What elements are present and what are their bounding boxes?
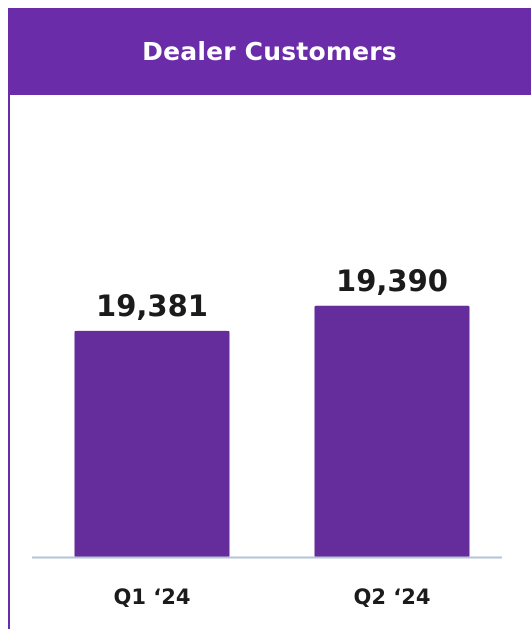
category-label-1: Q1 ‘24 (114, 585, 191, 609)
bar-2 (314, 305, 470, 557)
bars-group (74, 305, 470, 557)
bar-value-label-2: 19,390 (336, 264, 448, 298)
card-left-border (8, 95, 10, 629)
value-labels-group: 19,381 19,390 (96, 264, 448, 323)
chart-title: Dealer Customers (142, 37, 397, 66)
bar-value-label-1: 19,381 (96, 289, 208, 323)
chart-header: Dealer Customers (8, 8, 531, 95)
category-labels-group: Q1 ‘24 Q2 ‘24 (114, 585, 431, 609)
bar-1 (74, 330, 230, 557)
category-label-2: Q2 ‘24 (354, 585, 431, 609)
